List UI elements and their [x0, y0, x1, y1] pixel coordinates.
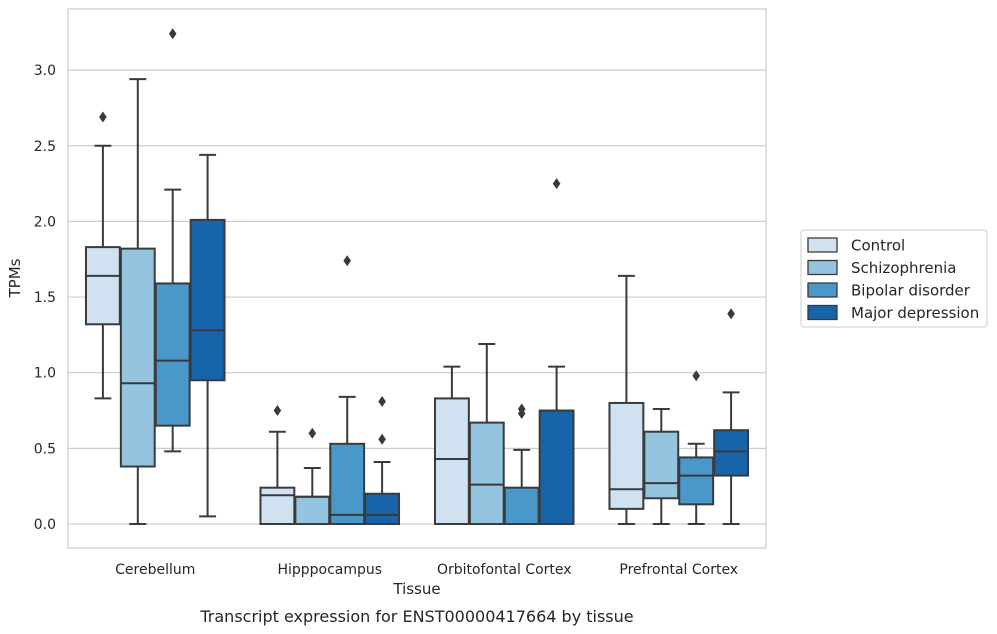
box-iqr [329, 442, 366, 526]
box-1-2 [329, 255, 366, 526]
box-iqr [259, 486, 296, 525]
outlier-point [378, 395, 386, 407]
box-iqr [608, 401, 645, 510]
y-tick-label: 0.0 [34, 517, 56, 533]
outlier-point [727, 308, 735, 320]
box-1-0 [259, 405, 296, 525]
y-tick-label: 0.5 [34, 441, 56, 457]
legend-label: Bipolar disorder [851, 282, 971, 300]
legend-label: Major depression [851, 304, 979, 322]
y-axis-label: TPMs [6, 258, 24, 298]
box-0-0 [84, 111, 121, 400]
outlier-point [692, 370, 700, 382]
box-iqr [643, 430, 680, 500]
legend: Control Schizophrenia Bipolar disorder Majo… [800, 229, 988, 328]
box-3-1 [643, 408, 680, 525]
legend-label: Schizophrenia [851, 259, 956, 277]
box-iqr [713, 429, 750, 477]
box-iqr [538, 409, 575, 525]
y-tick-label: 3.0 [34, 63, 56, 79]
box-iqr [119, 247, 156, 468]
outlier-point [168, 28, 177, 40]
box-iqr [468, 421, 505, 525]
box-3-2 [678, 370, 715, 525]
box-1-3 [364, 395, 401, 525]
legend-swatch [807, 282, 838, 298]
x-tick-label: Prefrontal Cortex [619, 562, 738, 578]
box-series [84, 28, 750, 526]
box-2-0 [433, 365, 470, 525]
outlier-point [273, 405, 282, 417]
box-0-1 [119, 78, 156, 525]
outlier-point [343, 255, 351, 267]
x-tick-label: Cerebellum [115, 562, 195, 578]
box-3-3 [713, 308, 750, 525]
legend-swatch [807, 259, 838, 276]
box-1-1 [294, 427, 331, 525]
x-axis-ticks: Cerebellum Hipppocampus Orbitofontal Corte… [115, 562, 738, 578]
x-tick-label: Hipppocampus [277, 562, 382, 578]
box-iqr [294, 495, 331, 525]
box-2-1 [468, 342, 505, 525]
box-iqr [189, 218, 226, 382]
box-0-3 [189, 153, 226, 518]
outlier-point [99, 111, 107, 123]
box-iqr [154, 282, 191, 427]
box-iqr [503, 486, 540, 525]
legend-label: Control [851, 237, 905, 255]
outlier-point [308, 427, 317, 439]
legend-swatch [807, 304, 838, 321]
box-iqr [84, 246, 121, 326]
box-2-2 [503, 403, 540, 525]
y-axis-ticks: 0.0 0.5 1.0 1.5 2.0 2.5 3.0 [34, 63, 56, 533]
chart-caption: Transcript expression for ENST0000041766… [199, 607, 633, 626]
box-iqr [433, 397, 470, 525]
y-tick-label: 1.0 [34, 366, 56, 382]
legend-swatch [807, 237, 838, 253]
box-2-3 [538, 178, 575, 525]
x-axis-label: Tissue [392, 580, 440, 598]
y-tick-label: 2.0 [34, 214, 56, 230]
box-0-2 [154, 28, 191, 453]
box-iqr [364, 492, 401, 525]
box-3-0 [608, 274, 645, 525]
legend-frame [800, 229, 988, 328]
box-iqr [678, 456, 715, 506]
y-tick-label: 2.5 [34, 139, 56, 155]
outlier-point [378, 433, 386, 445]
outlier-point [517, 403, 526, 415]
outlier-point [552, 178, 561, 190]
x-tick-label: Orbitofontal Cortex [437, 562, 572, 578]
y-tick-label: 1.5 [34, 290, 56, 306]
